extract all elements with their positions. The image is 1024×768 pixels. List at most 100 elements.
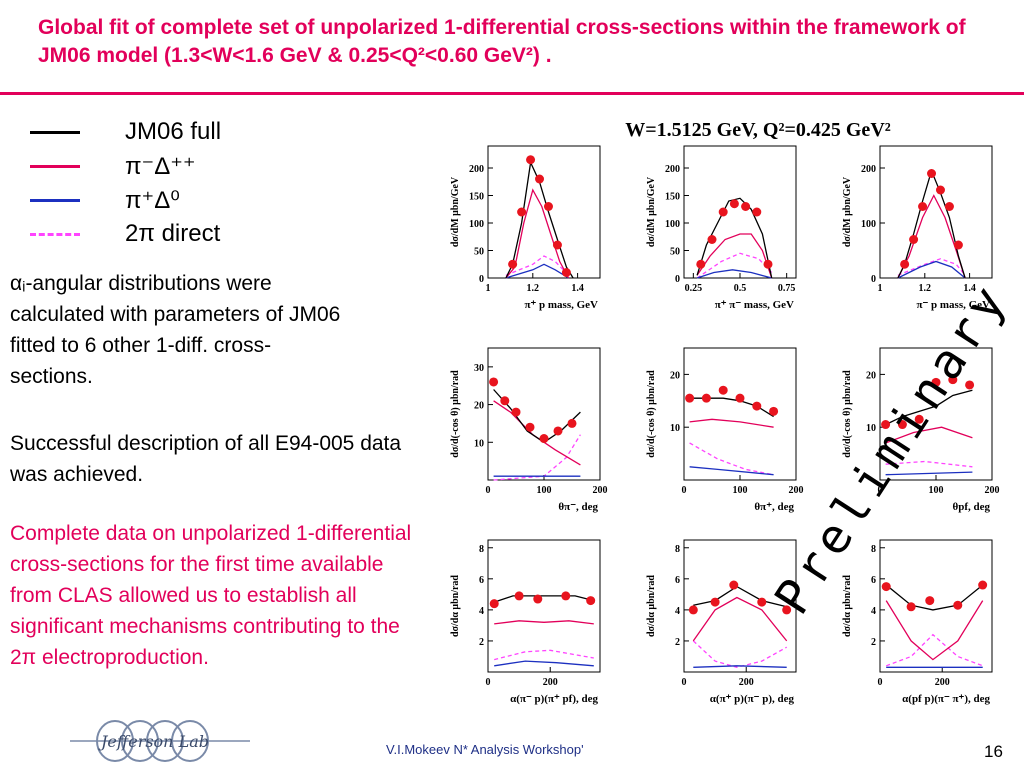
data-point: [511, 407, 521, 417]
logo-text: Jefferson Lab: [98, 732, 209, 751]
curve-pi-plus-delta-0: [897, 260, 966, 279]
x-axis-label: α(π⁻ p)(π⁺ pf), deg: [510, 693, 598, 705]
curve-2pi-direct: [689, 442, 774, 476]
curve-pi-plus-delta-0: [885, 471, 973, 476]
data-point: [508, 259, 518, 269]
panel-8: 2 4 6 8 0 200 α(π⁺ p)(π⁻ p), deg dσ/dα μbn/rad: [646, 539, 797, 705]
data-point: [782, 605, 792, 615]
data-point: [752, 207, 762, 217]
legend-item-delta-0: π⁺Δ⁰: [22, 186, 322, 214]
x-tick-label: 100: [733, 485, 748, 496]
data-point: [526, 155, 536, 165]
data-point: [965, 380, 975, 390]
panel-frame: [879, 145, 993, 279]
y-tick-label: 10: [866, 423, 876, 434]
curve-pi-minus-delta-pp: [696, 233, 773, 279]
data-point: [729, 199, 739, 209]
data-point: [931, 377, 941, 387]
x-axis-label: θπ⁻, deg: [558, 501, 598, 513]
jlab-logo: Jefferson Lab: [70, 720, 250, 762]
x-tick-label: 1.4: [571, 283, 584, 294]
data-point: [525, 422, 535, 432]
y-tick-label: 8: [871, 544, 876, 555]
y-axis-label: dσ/dM μbn/GeV: [646, 176, 657, 247]
x-axis-label: α(pf p)(π⁻ π⁺), deg: [902, 693, 990, 705]
curve-pi-plus-delta-0: [693, 665, 787, 668]
panel-frame: [487, 145, 601, 279]
data-point: [925, 596, 935, 606]
data-point: [914, 414, 924, 424]
data-point: [688, 605, 698, 615]
legend-line-direct: [30, 233, 80, 236]
legend-item-direct: 2π direct: [22, 220, 322, 248]
x-tick-label: 0.5: [734, 283, 747, 294]
data-point: [944, 202, 954, 211]
y-tick-label: 50: [474, 247, 484, 258]
y-axis-label: dσ/d(-cos θ) μbn/rad: [450, 370, 461, 458]
panel-7: 2 4 6 8 0 200 α(π⁻ p)(π⁺ pf), deg dσ/dα μbn/rad: [450, 539, 601, 705]
y-tick-label: 200: [861, 164, 876, 175]
data-point: [543, 202, 553, 211]
y-tick-label: 8: [675, 544, 680, 555]
data-point: [696, 259, 706, 269]
y-tick-label: 150: [665, 192, 680, 203]
panel-1: 0 50 100 150 200 1 1.2 1.4 π⁺ p mass, GeV dσ/dM μ…: [450, 145, 601, 311]
y-axis-label: dσ/dM μbn/GeV: [842, 176, 853, 247]
footer-text: V.I.Mokeev N* Analysis Workshop': [386, 742, 584, 757]
x-tick-label: 200: [543, 677, 558, 688]
data-point: [561, 268, 571, 277]
data-point: [935, 185, 945, 195]
text-angular-distributions: αᵢ-angular distributions were calculated…: [10, 272, 341, 388]
data-point: [685, 393, 695, 403]
data-point: [707, 235, 717, 244]
legend-item-full: JM06 full: [22, 118, 322, 146]
curve-pi-minus-delta-pp: [689, 418, 774, 428]
y-axis-label: dσ/dα μbn/rad: [450, 575, 461, 637]
curve-pi-plus-delta-0: [494, 660, 594, 667]
legend-line-delta-pp: [30, 165, 80, 168]
curve-pi-plus-delta-0: [505, 263, 569, 279]
data-point: [500, 396, 510, 406]
data-point: [953, 240, 963, 250]
y-tick-label: 2: [675, 637, 680, 648]
y-tick-label: 6: [479, 575, 484, 586]
data-point: [757, 597, 767, 607]
y-tick-label: 20: [670, 370, 680, 381]
data-point: [909, 235, 919, 244]
y-tick-label: 200: [469, 164, 484, 175]
curve-pi-minus-delta-pp: [885, 600, 984, 661]
y-tick-label: 10: [670, 423, 680, 434]
data-point: [533, 594, 543, 604]
curve-jm06-full: [885, 584, 984, 611]
panel-4: 10 20 30 0 100 200 θπ⁻, deg dσ/d(-cos θ) μbn/ra…: [450, 347, 608, 513]
data-point: [927, 169, 937, 178]
y-tick-label: 4: [479, 606, 484, 617]
text-complete-data: Complete data on unpolarized 1-different…: [10, 522, 412, 669]
y-tick-label: 20: [474, 401, 484, 412]
legend-label-direct: 2π direct: [125, 220, 221, 247]
x-tick-label: 1: [486, 283, 491, 294]
kinematics-label: W=1.5125 GeV, Q²=0.425 GeV²: [625, 119, 891, 141]
y-tick-label: 10: [474, 438, 484, 449]
data-point: [514, 591, 524, 601]
curve-2pi-direct: [885, 460, 973, 468]
panel-frame: [683, 145, 797, 279]
y-tick-label: 50: [670, 247, 680, 258]
y-axis-label: dσ/d(-cos θ) μbn/rad: [842, 370, 853, 458]
data-point: [718, 385, 728, 395]
panel-frame: [683, 347, 797, 481]
curve-jm06-full: [493, 595, 594, 603]
curve-2pi-direct: [696, 252, 773, 279]
data-point: [948, 375, 958, 385]
x-tick-label: 0: [878, 485, 883, 496]
curve-pi-minus-delta-pp: [885, 426, 973, 444]
x-tick-label: 200: [789, 485, 804, 496]
x-tick-label: 0: [878, 677, 883, 688]
curve-jm06-full: [493, 389, 581, 444]
legend-label-full: JM06 full: [125, 118, 222, 145]
data-point: [489, 377, 499, 387]
y-tick-label: 30: [474, 363, 484, 374]
x-axis-label: π⁺ p mass, GeV: [524, 299, 598, 311]
x-tick-label: 0: [682, 677, 687, 688]
x-tick-label: 0: [486, 485, 491, 496]
